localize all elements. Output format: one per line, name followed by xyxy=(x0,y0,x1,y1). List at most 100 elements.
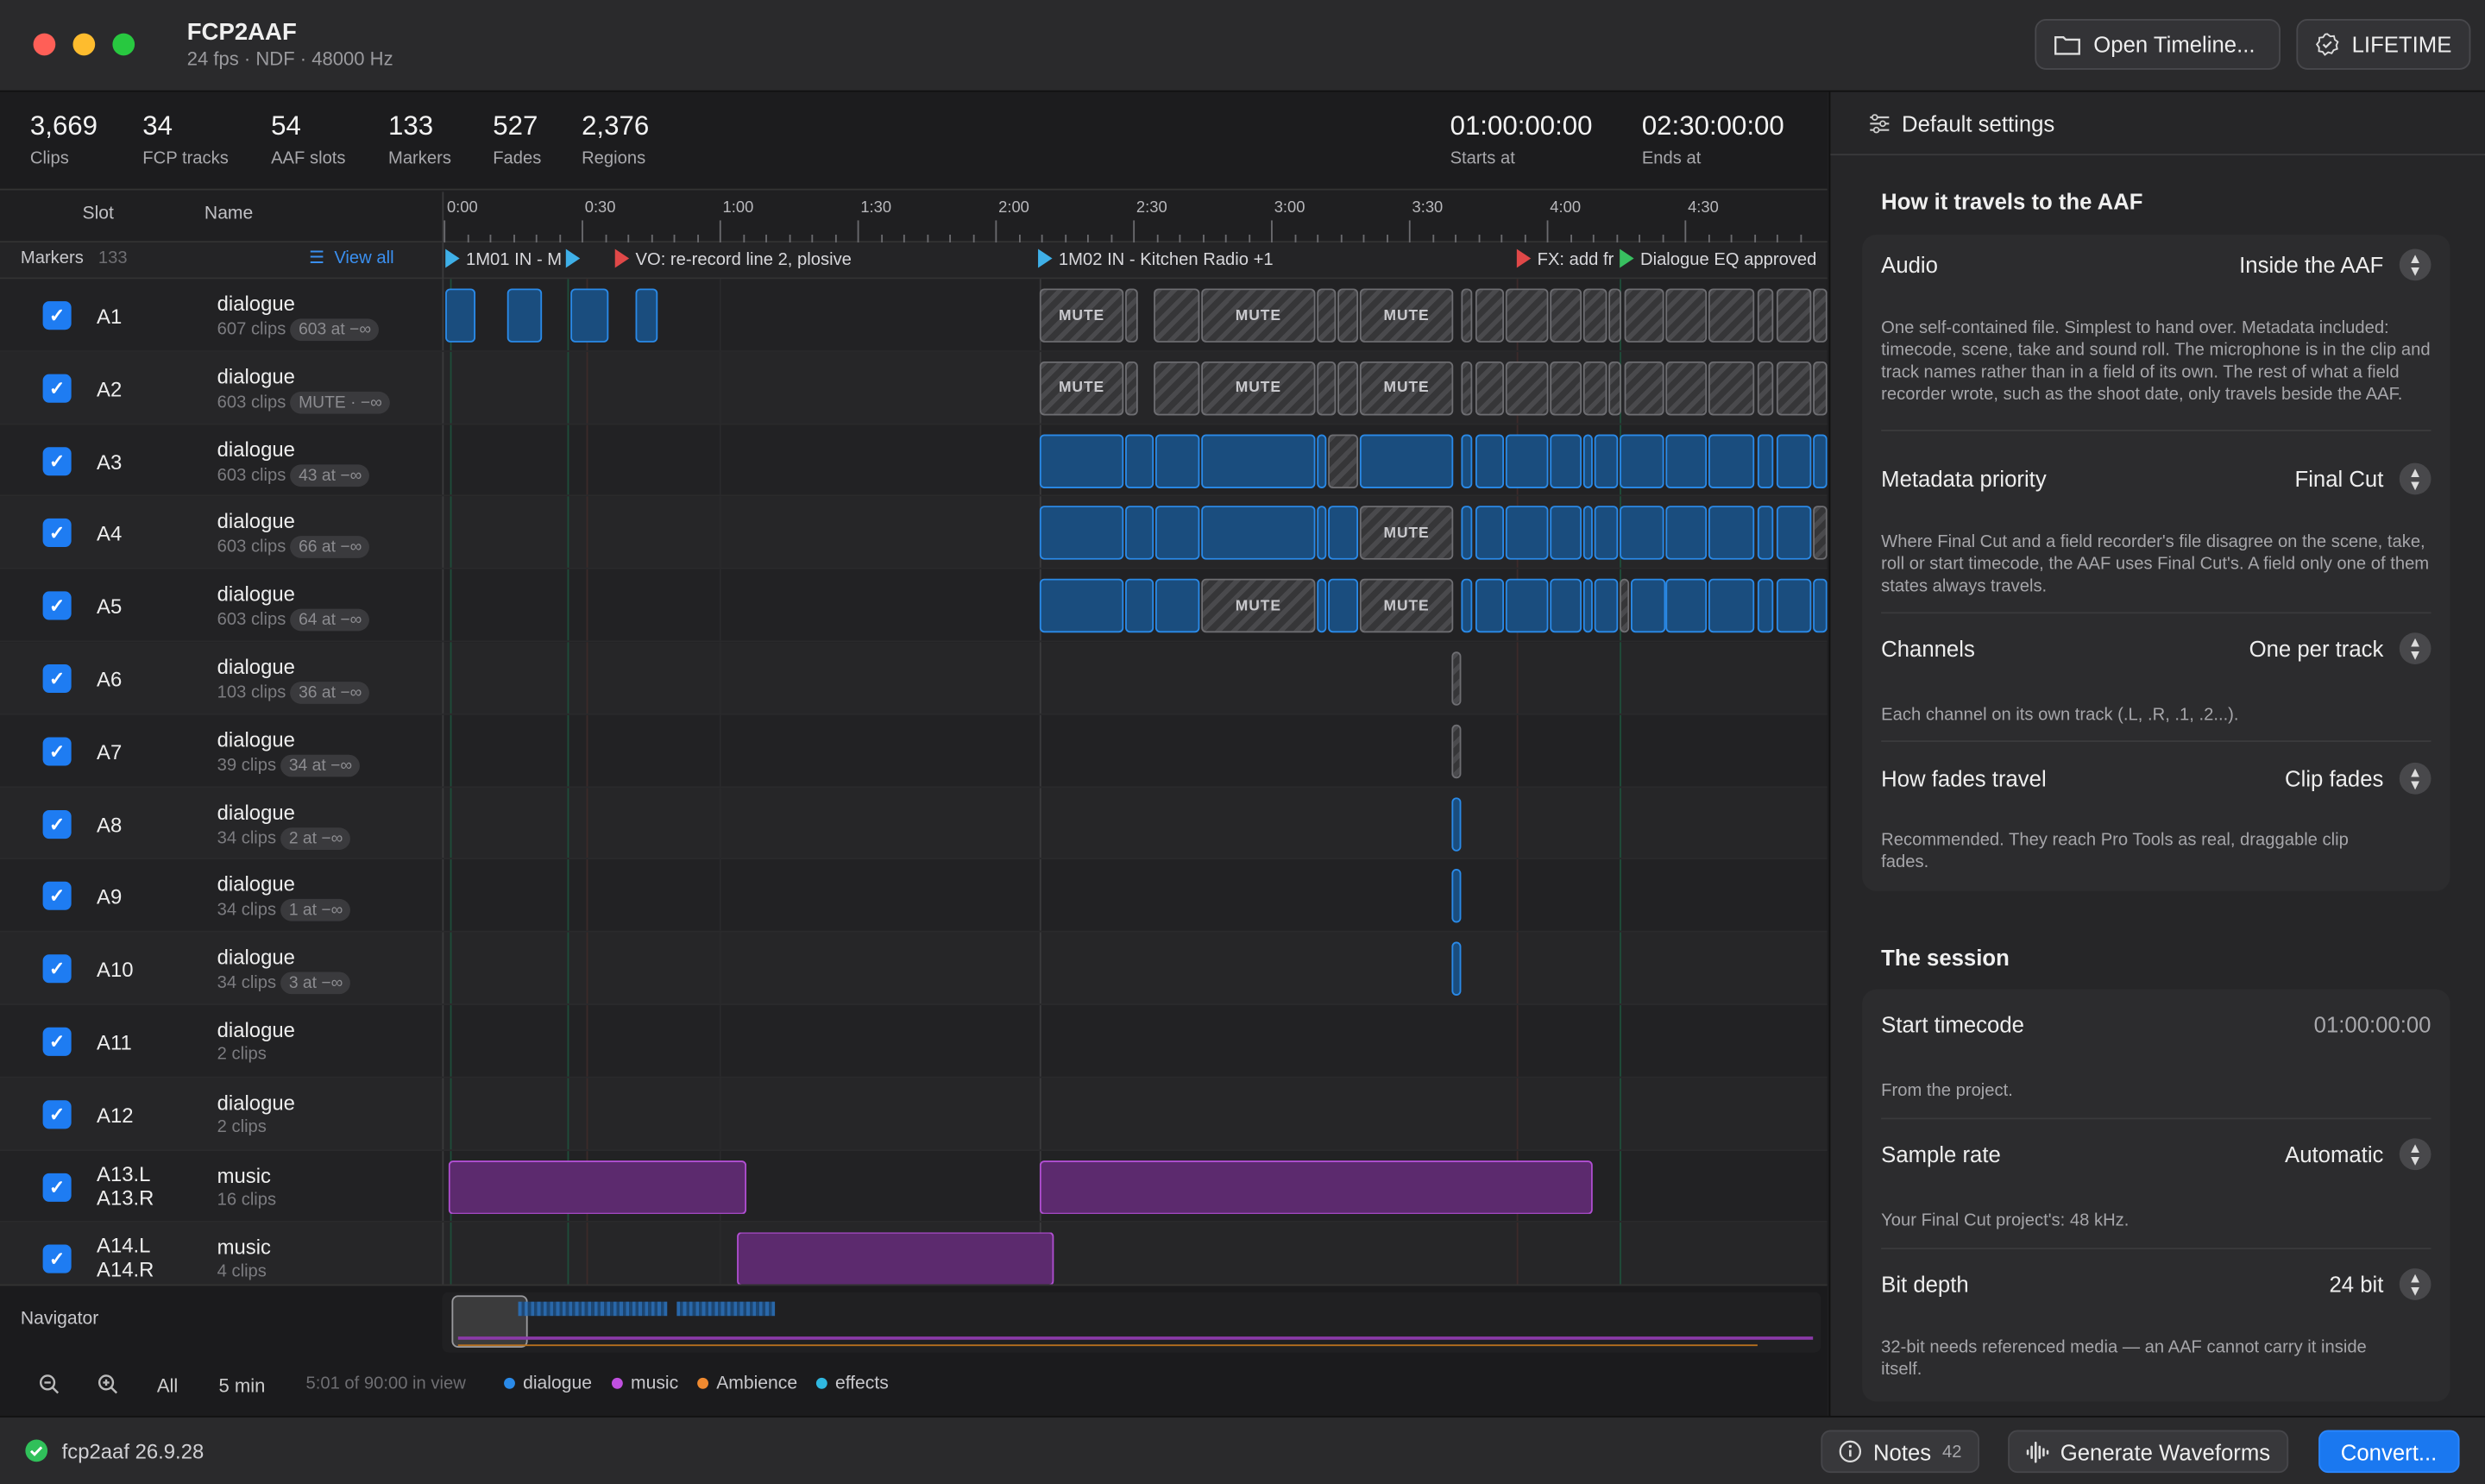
zoom-window-button[interactable] xyxy=(112,33,135,56)
notes-button[interactable]: Notes 42 xyxy=(1821,1430,1979,1474)
timeline-clip[interactable] xyxy=(1620,506,1664,561)
audio-stepper-icon[interactable]: ▲ ▼ xyxy=(2399,248,2432,281)
timeline-clip[interactable] xyxy=(1154,361,1200,416)
generate-waveforms-button[interactable]: Generate Waveforms xyxy=(2008,1430,2288,1474)
track-row-a4[interactable]: ✓ A4 dialogue 603 clips 66 at −∞ MUTE xyxy=(0,496,1828,570)
timeline-clip[interactable] xyxy=(1317,288,1337,343)
timeline-clip[interactable] xyxy=(1776,579,1812,633)
timeline-clip[interactable] xyxy=(1582,579,1593,633)
timeline-clip[interactable] xyxy=(1475,288,1505,343)
timeline-clip[interactable] xyxy=(1665,361,1708,416)
track-enable-checkbox[interactable]: ✓ xyxy=(42,301,72,330)
track-lane[interactable] xyxy=(442,714,1827,786)
timeline-clip[interactable] xyxy=(1813,433,1828,488)
track-row-a11[interactable]: ✓ A11 dialogue 2 clips xyxy=(0,1005,1828,1078)
zoom-out-icon[interactable] xyxy=(38,1373,60,1399)
audio-setting[interactable]: Audio Inside the AAF ▲ ▼ xyxy=(1881,236,2432,293)
timeline-clip[interactable] xyxy=(1620,433,1664,488)
timeline-clip[interactable] xyxy=(1475,361,1505,416)
track-enable-checkbox[interactable]: ✓ xyxy=(42,882,72,911)
timeline-clip[interactable] xyxy=(1201,433,1316,488)
timeline-clip[interactable] xyxy=(1505,288,1549,343)
timeline-clip[interactable] xyxy=(1550,288,1582,343)
track-lane[interactable] xyxy=(442,1005,1827,1077)
timeline-clip[interactable] xyxy=(1461,433,1473,488)
timeline-clip[interactable] xyxy=(1624,288,1664,343)
track-row-a14[interactable]: ✓ A14.L A14.R music 4 clips xyxy=(0,1223,1828,1285)
timeline-clip[interactable] xyxy=(1461,361,1473,416)
track-enable-checkbox[interactable]: ✓ xyxy=(42,1099,72,1129)
timeline-clip[interactable] xyxy=(1039,433,1124,488)
timeline-clip[interactable] xyxy=(1594,579,1619,633)
open-timeline-button[interactable]: Open Timeline... xyxy=(2035,19,2281,70)
track-lane[interactable] xyxy=(442,787,1827,858)
track-row-a12[interactable]: ✓ A12 dialogue 2 clips xyxy=(0,1078,1828,1151)
timeline-clip[interactable] xyxy=(1328,579,1359,633)
timeline-clip[interactable] xyxy=(1451,796,1462,852)
timeline-clip[interactable] xyxy=(1505,433,1549,488)
track-lane[interactable]: MUTE MUTE MUTE xyxy=(442,279,1828,350)
fades-setting[interactable]: How fades travel Clip fades ▲ ▼ xyxy=(1881,750,2432,807)
zoom-5min-button[interactable]: 5 min xyxy=(218,1374,266,1397)
timeline-clip[interactable] xyxy=(1337,288,1359,343)
timeline-clip[interactable] xyxy=(1505,506,1549,561)
timeline-clip[interactable] xyxy=(1451,869,1462,924)
timeline-clip[interactable] xyxy=(1154,579,1200,633)
timeline-clip[interactable] xyxy=(1708,579,1755,633)
timeline-clip[interactable] xyxy=(1608,288,1621,343)
timeline-clip[interactable] xyxy=(1757,361,1774,416)
timeline-clip[interactable] xyxy=(1608,361,1621,416)
track-lane[interactable] xyxy=(442,642,1827,714)
timeline-clip[interactable] xyxy=(570,288,609,343)
timeline-clip[interactable] xyxy=(1813,288,1828,343)
timeline-clip[interactable]: MUTE xyxy=(1359,579,1454,633)
timeline-clip[interactable]: MUTE xyxy=(1201,361,1316,416)
timeline-clip[interactable] xyxy=(1125,288,1138,343)
timeline-clip[interactable] xyxy=(1154,506,1200,561)
track-row-a9[interactable]: ✓ A9 dialogue 34 clips 1 at −∞ xyxy=(0,859,1828,933)
navigator-viewport-handle[interactable] xyxy=(451,1295,528,1348)
marker-dialogue-eq[interactable]: Dialogue EQ approved xyxy=(1620,248,1828,269)
track-enable-checkbox[interactable]: ✓ xyxy=(42,1173,72,1202)
timeline-clip[interactable] xyxy=(1813,506,1828,561)
track-lane[interactable] xyxy=(442,1223,1827,1285)
track-lane[interactable]: MUTE xyxy=(442,496,1828,569)
marker-1m01-end[interactable] xyxy=(565,248,582,270)
timeline-clip[interactable] xyxy=(1665,579,1708,633)
timeline-clip[interactable] xyxy=(1154,433,1200,488)
timeline-clip[interactable] xyxy=(1451,724,1462,778)
timeline-clip[interactable] xyxy=(1461,288,1473,343)
start-timecode-setting[interactable]: Start timecode 01:00:00:00 xyxy=(1881,996,2431,1053)
timeline-clip[interactable] xyxy=(1328,506,1359,561)
timeline-clip[interactable] xyxy=(1550,361,1582,416)
timeline-clip[interactable]: MUTE xyxy=(1359,506,1454,561)
timeline-clip[interactable] xyxy=(1582,361,1607,416)
license-button[interactable]: LIFETIME xyxy=(2296,19,2471,70)
timeline-clip[interactable] xyxy=(1317,433,1327,488)
timeline-clip[interactable] xyxy=(1813,579,1828,633)
track-enable-checkbox[interactable]: ✓ xyxy=(42,446,72,475)
timeline-clip[interactable] xyxy=(1757,433,1774,488)
track-enable-checkbox[interactable]: ✓ xyxy=(42,591,72,620)
timeline-clip[interactable] xyxy=(1505,361,1549,416)
timeline-clip[interactable]: MUTE xyxy=(1201,288,1316,343)
timeline-clip[interactable] xyxy=(1708,361,1755,416)
minimize-window-button[interactable] xyxy=(72,33,96,56)
sample-rate-setting[interactable]: Sample rate Automatic ▲ ▼ xyxy=(1881,1126,2432,1183)
timeline-clip[interactable] xyxy=(1757,288,1774,343)
timeline-clip[interactable] xyxy=(1582,506,1593,561)
timeline-clip[interactable] xyxy=(1665,433,1708,488)
track-enable-checkbox[interactable]: ✓ xyxy=(42,663,72,694)
track-row-a8[interactable]: ✓ A8 dialogue 34 clips 2 at −∞ xyxy=(0,787,1828,860)
track-row-a10[interactable]: ✓ A10 dialogue 34 clips 3 at −∞ xyxy=(0,932,1828,1006)
timeline-clip[interactable] xyxy=(1630,579,1666,633)
track-enable-checkbox[interactable]: ✓ xyxy=(42,809,72,839)
timeline-clip[interactable] xyxy=(1505,579,1549,633)
timeline-clip[interactable] xyxy=(1337,361,1359,416)
timeline-clip[interactable] xyxy=(1317,361,1337,416)
timeline-clip[interactable] xyxy=(1582,433,1593,488)
track-enable-checkbox[interactable]: ✓ xyxy=(42,374,72,403)
music-clip[interactable] xyxy=(448,1160,747,1214)
timeline-clip[interactable] xyxy=(1317,579,1327,633)
timeline-clip[interactable] xyxy=(506,288,543,343)
